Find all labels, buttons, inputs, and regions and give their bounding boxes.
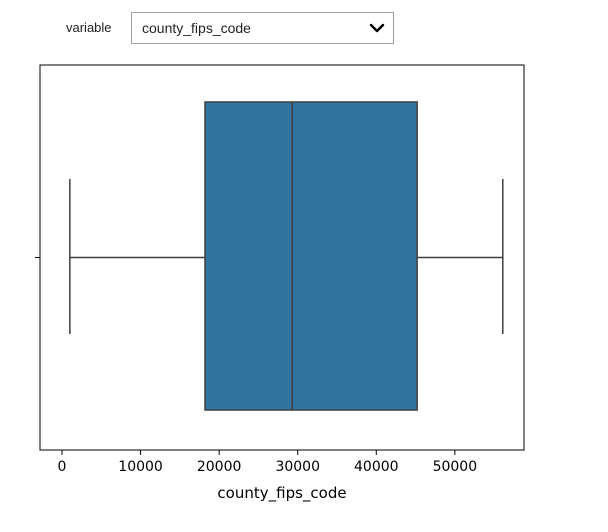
x-tick-label: 0 <box>58 459 67 475</box>
variable-dropdown-value: county_fips_code <box>142 20 251 36</box>
x-tick-label: 40000 <box>354 459 399 475</box>
variable-selector-row: variable county_fips_code <box>0 12 608 46</box>
chevron-down-icon <box>369 23 385 33</box>
x-tick-label: 20000 <box>197 459 242 475</box>
x-tick-label: 50000 <box>433 459 478 475</box>
x-tick-label: 10000 <box>118 459 163 475</box>
variable-dropdown[interactable]: county_fips_code <box>131 12 394 44</box>
iqr-box <box>204 101 418 411</box>
x-tick-label: 30000 <box>275 459 320 475</box>
variable-label: variable <box>66 20 112 35</box>
x-axis-label: county_fips_code <box>217 484 346 503</box>
